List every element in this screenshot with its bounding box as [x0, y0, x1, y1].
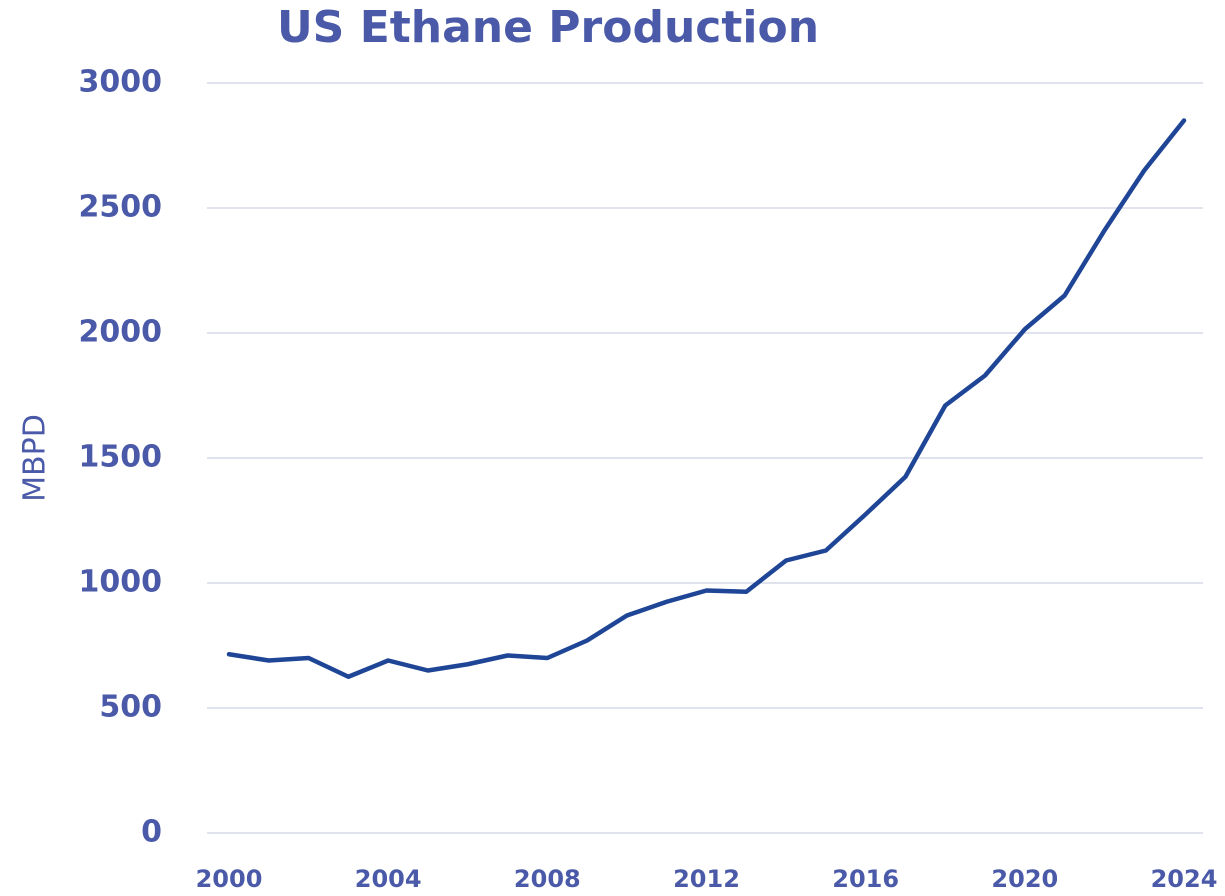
- x-tick-label: 2012: [673, 865, 740, 893]
- x-tick-label: 2008: [514, 865, 581, 893]
- chart-title: US Ethane Production: [277, 2, 819, 53]
- x-tick-label: 2016: [832, 865, 899, 893]
- x-tick-label: 2020: [991, 865, 1058, 893]
- y-tick-label: 500: [99, 690, 162, 725]
- y-tick-label: 0: [141, 815, 162, 850]
- y-tick-label: 2500: [79, 190, 163, 225]
- x-tick-label: 2000: [196, 865, 263, 893]
- line-series: [226, 118, 1187, 679]
- x-tick-label: 2004: [355, 865, 422, 893]
- y-axis-label: MBPD: [18, 414, 53, 502]
- y-tick-label: 2000: [79, 315, 163, 350]
- x-tick-label: 2024: [1151, 865, 1218, 893]
- y-tick-label: 1000: [79, 565, 163, 600]
- y-tick-label: 1500: [79, 440, 163, 475]
- y-tick-label: 3000: [79, 65, 163, 100]
